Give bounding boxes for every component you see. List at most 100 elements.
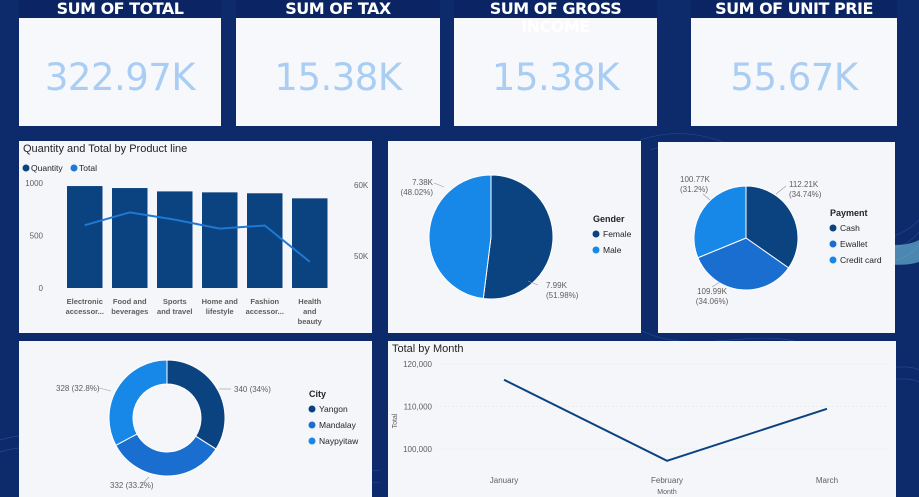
pie-slice-credit-card xyxy=(693,185,747,259)
legend-marker xyxy=(592,230,600,238)
kpi-unit-price-label: SUM OF UNIT PRIE xyxy=(691,0,897,18)
legend-marker xyxy=(70,164,78,172)
x-axis-title: Month xyxy=(657,489,677,496)
y2-tick-label: 60K xyxy=(354,181,369,190)
label-leader-line xyxy=(527,280,539,286)
kpi-tax-label: SUM OF TAX xyxy=(236,0,440,18)
kpi-gross-income-value: 15.38K xyxy=(491,56,620,99)
line-total xyxy=(84,211,311,263)
bar-quantity-3 xyxy=(202,192,238,288)
x-tick-label: accessor... xyxy=(246,307,284,316)
legend-marker xyxy=(592,246,600,254)
x-tick-label: Health xyxy=(298,297,321,306)
bar-quantity-2 xyxy=(157,191,193,288)
pie-slice-male xyxy=(428,174,492,300)
month-line-chart: 120,000 110,000 100,000 Total January Februar… xyxy=(392,360,888,496)
legend-marker xyxy=(308,405,316,413)
data-label: 332 (33.2%) xyxy=(110,481,154,490)
x-tick-label: and xyxy=(303,307,317,316)
y-tick-label: 120,000 xyxy=(403,360,432,369)
x-tick-label: lifestyle xyxy=(206,307,234,316)
pie-slice-yangon xyxy=(166,359,226,450)
kpi-total-card[interactable]: SUM OF TOTAL 322.97K xyxy=(19,0,221,126)
y-tick-label: 1000 xyxy=(25,179,43,188)
label-leader-line xyxy=(775,185,787,195)
label-leader-line xyxy=(702,193,711,201)
data-label: (51.98%) xyxy=(546,291,579,300)
product-line-chart-title: Quantity and Total by Product line xyxy=(23,143,188,155)
data-label: 7.38K xyxy=(412,178,434,187)
x-tick-label: beverages xyxy=(111,307,148,316)
kpi-total-label: SUM OF TOTAL xyxy=(19,0,221,18)
line-total-by-month xyxy=(503,378,828,462)
legend-title: City xyxy=(309,389,326,399)
payment-pie-card[interactable]: 112.21K (34.74%) 109.99K (34.06%) 100.77K (31… xyxy=(658,142,895,333)
legend-marker xyxy=(829,240,837,248)
label-leader-line xyxy=(140,476,150,486)
month-line-chart-title: Total by Month xyxy=(392,343,464,355)
product-line-chart-card[interactable]: Quantity and Total by Product line Quant… xyxy=(19,141,372,333)
gender-pie-card[interactable]: 7.99K (51.98%) 7.38K (48.02%) Gender Female Ma… xyxy=(388,141,641,333)
bar-quantity-5 xyxy=(292,198,328,288)
y2-tick-label: 50K xyxy=(354,252,369,261)
legend-item: Credit card xyxy=(840,255,882,265)
legend-item: Ewallet xyxy=(840,239,868,249)
payment-pie-chart: 112.21K(34.74%) 109.99K(34.06%) 100.77K(31… xyxy=(680,175,882,306)
kpi-unit-price-value: 55.67K xyxy=(730,56,858,99)
legend-item: Naypyitaw xyxy=(319,436,359,446)
y-axis-title: Total xyxy=(392,413,399,428)
pie-slice-female xyxy=(482,174,554,300)
x-tick-label: Fashion xyxy=(250,297,279,306)
product-line-chart: Quantity Total1000500060K50KElectronicacc… xyxy=(22,163,369,326)
bar-quantity-1 xyxy=(112,188,148,288)
x-tick-label: accessor... xyxy=(66,307,104,316)
legend-item: Quantity xyxy=(31,163,63,173)
legend-item: Yangon xyxy=(319,404,348,414)
x-tick-label: Home and xyxy=(202,297,239,306)
city-donut-chart: 340 (34%) 332 (33.2%) 328 (32.8%) City Yango… xyxy=(56,359,359,490)
x-tick-label: January xyxy=(490,476,518,485)
legend-item: Mandalay xyxy=(319,420,357,430)
y-tick-label: 0 xyxy=(39,284,44,293)
label-leader-line xyxy=(433,182,445,188)
x-tick-label: Sports xyxy=(163,297,187,306)
data-label: 328 (32.8%) xyxy=(56,384,100,393)
legend-item: Total xyxy=(79,163,97,173)
kpi-tax-value: 15.38K xyxy=(274,56,402,99)
kpi-tax-card[interactable]: SUM OF TAX 15.38K xyxy=(236,0,440,126)
legend-marker xyxy=(308,437,316,445)
y-tick-label: 500 xyxy=(30,232,44,241)
data-label: 112.21K xyxy=(789,180,819,189)
bar-quantity-0 xyxy=(67,186,103,288)
data-label: 7.99K xyxy=(546,281,568,290)
data-label: (31.2%) xyxy=(680,185,708,194)
kpi-unit-price-card[interactable]: SUM OF UNIT PRIE 55.67K xyxy=(691,0,897,126)
legend-item: Cash xyxy=(840,223,860,233)
x-tick-label: February xyxy=(651,476,683,485)
kpi-gross-income-card[interactable]: SUM OF GROSS INCOME 15.38K xyxy=(454,0,657,126)
data-label: 340 (34%) xyxy=(234,385,271,394)
data-label: 100.77K xyxy=(680,175,710,184)
pie-slice-naypyitaw xyxy=(108,359,168,446)
legend-title: Payment xyxy=(830,208,868,218)
y-tick-label: 100,000 xyxy=(403,445,432,454)
y-tick-label: 110,000 xyxy=(404,403,433,412)
legend-marker xyxy=(22,164,30,172)
legend-item: Female xyxy=(603,229,632,239)
pie-slice-cash xyxy=(745,185,799,269)
data-label: (34.06%) xyxy=(696,297,729,306)
x-tick-label: Food and xyxy=(113,297,147,306)
label-leader-line xyxy=(98,387,112,392)
legend-marker xyxy=(308,421,316,429)
data-label: (48.02%) xyxy=(401,188,434,197)
gender-pie-chart: 7.99K(51.98%) 7.38K(48.02%) Gender Female Ma… xyxy=(401,174,632,300)
legend-marker xyxy=(829,224,837,232)
month-line-chart-card[interactable]: Total by Month 120,000 110,000 100,000 Tota… xyxy=(388,341,896,497)
legend-item: Male xyxy=(603,245,622,255)
data-label: 109.99K xyxy=(697,287,727,296)
data-label: (34.74%) xyxy=(789,190,822,199)
bar-quantity-4 xyxy=(247,193,283,288)
city-donut-card[interactable]: 340 (34%) 332 (33.2%) 328 (32.8%) City Yango… xyxy=(19,341,372,497)
legend-title: Gender xyxy=(593,214,625,224)
x-tick-label: and travel xyxy=(157,307,192,316)
